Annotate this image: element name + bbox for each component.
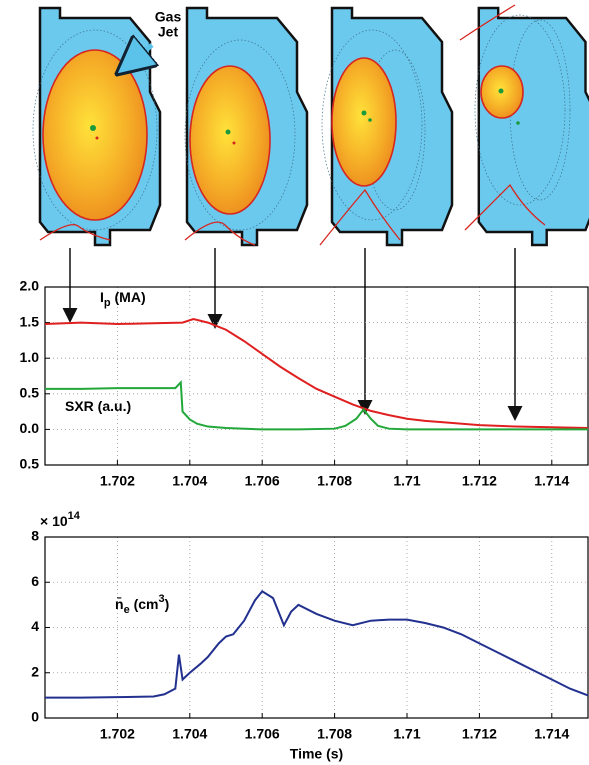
axis-multiplier-part: × 10 bbox=[40, 513, 68, 529]
x-tick-label: 1.702 bbox=[100, 726, 135, 742]
series-line bbox=[45, 589, 589, 699]
axis-dots bbox=[90, 88, 520, 145]
x-axis-label: Time (s) bbox=[290, 746, 343, 762]
y-tick-label: 8 bbox=[31, 528, 39, 544]
cross-sections: Gas Jet bbox=[32, 4, 589, 421]
series-label-part: n̄ bbox=[115, 595, 124, 612]
x-tick-label: 1.706 bbox=[245, 726, 280, 742]
plasma bbox=[42, 49, 148, 221]
series-label-part: SXR (a.u.) bbox=[65, 398, 131, 414]
flux-lines bbox=[32, 14, 571, 231]
series-line bbox=[45, 380, 588, 431]
series-label-part: I bbox=[100, 289, 104, 305]
separatrix bbox=[39, 4, 546, 246]
x-tick-label: 1.704 bbox=[172, 726, 207, 742]
plasma bbox=[331, 57, 397, 187]
series-label-part: (cm bbox=[130, 596, 159, 612]
y-tick-label: 2 bbox=[31, 663, 39, 679]
series-line bbox=[44, 318, 589, 429]
x-tick-label: 1.708 bbox=[317, 726, 352, 742]
x-tick-label: 1.712 bbox=[462, 473, 497, 489]
plot-frame bbox=[44, 536, 589, 719]
x-tick-label: 1.714 bbox=[534, 726, 569, 742]
vessel bbox=[477, 6, 589, 247]
x-tick-label: 1.71 bbox=[393, 473, 420, 489]
x-tick-label: 1.712 bbox=[462, 726, 497, 742]
y-tick-label: 0 bbox=[31, 709, 39, 725]
y-tick-label: 0.5 bbox=[20, 385, 40, 401]
series-label-part: (MA) bbox=[111, 289, 146, 305]
x-tick-label: 1.708 bbox=[317, 473, 352, 489]
y-tick-label: 2.0 bbox=[20, 278, 40, 294]
x-tick-label: 1.714 bbox=[534, 473, 569, 489]
gas-jet-arrow bbox=[123, 45, 152, 69]
time-arrows bbox=[62, 248, 523, 421]
y-tick-label: 0.0 bbox=[20, 420, 40, 436]
axis-multiplier-part: 14 bbox=[68, 510, 81, 522]
series-label-part: 3 bbox=[158, 593, 164, 605]
x-tick-label: 1.706 bbox=[245, 473, 280, 489]
plasma bbox=[189, 65, 271, 215]
series-label: SXR (a.u.) bbox=[65, 398, 131, 414]
x-tick-label: 1.702 bbox=[100, 473, 135, 489]
gas-jet-label: Gas bbox=[155, 9, 182, 25]
y-tick-label: 4 bbox=[31, 618, 39, 634]
y-tick-label: 1.0 bbox=[20, 349, 40, 365]
series-label-part: p bbox=[104, 297, 111, 309]
plot-frame bbox=[44, 286, 589, 466]
series-label: n̄e (cm3) bbox=[115, 593, 169, 616]
axis-multiplier: × 1014 bbox=[40, 510, 81, 529]
series-label-part: ) bbox=[165, 596, 170, 612]
x-tick-label: 1.704 bbox=[172, 473, 207, 489]
gas-jet-label: Jet bbox=[158, 24, 179, 40]
series-label: Ip (MA) bbox=[100, 289, 146, 309]
x-tick-label: 1.71 bbox=[393, 726, 420, 742]
series-label-part: e bbox=[124, 604, 130, 616]
y-tick-label: 1.5 bbox=[20, 313, 40, 329]
y-tick-label: 0.5 bbox=[20, 456, 40, 472]
y-tick-label: 6 bbox=[31, 573, 39, 589]
